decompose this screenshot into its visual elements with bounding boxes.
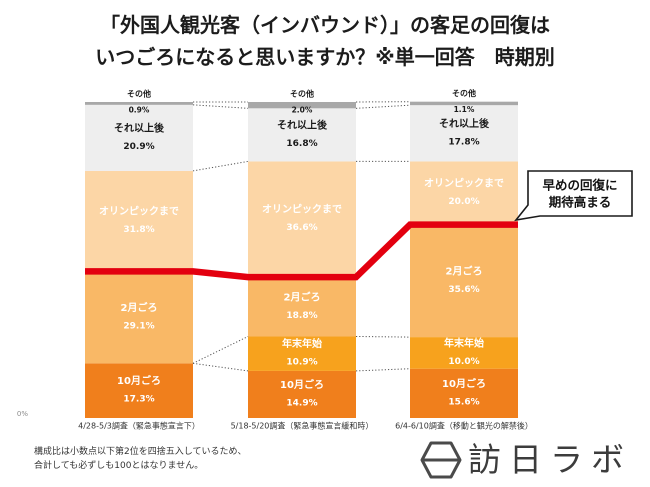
connector-line <box>192 336 249 364</box>
hexagon-logo-icon <box>420 441 462 479</box>
data-labels-group: 10月ごろ 17.3% 2月ごろ 29.1% オリンピックまで 31.8% それ以上後 20.… <box>99 88 504 408</box>
bar-segment <box>248 370 356 418</box>
segment-name-label: 年末年始 <box>444 336 484 349</box>
x-tick-label: 6/4-6/10調査（移動と観光の解禁後） <box>395 421 533 431</box>
segment-value-label: 18.8% <box>286 311 317 321</box>
connector-line <box>355 104 411 109</box>
segment-name-label: その他 <box>290 89 314 99</box>
segment-value-label: 36.6% <box>286 223 317 233</box>
segment-value-label: 20.9% <box>123 142 154 152</box>
bars-group <box>85 101 518 418</box>
segment-value-label: 1.1% <box>454 105 475 114</box>
callout-line-2: 期待高まる <box>549 195 612 210</box>
bar-segment <box>410 105 518 162</box>
recovery-trend-line <box>85 221 518 281</box>
bar-segment <box>410 101 518 106</box>
segment-value-label: 29.1% <box>123 321 154 331</box>
bar-segment <box>410 224 518 338</box>
x-tick-label: 5/18-5/20調査（緊急事態宣言緩和時） <box>231 421 374 431</box>
segment-name-label: 10月ごろ <box>442 377 486 390</box>
footnote: 構成比は小数点以下第2位を四捨五入しているため、 合計しても必ずしも100とはな… <box>34 445 246 473</box>
annotation-callout: 早めの回復に 期待高まる <box>514 170 633 222</box>
chart-title: 「外国人観光客（インバウンド）」の客足の回復は いつごろになると思いますか？※単… <box>0 9 650 73</box>
segment-value-label: 15.6% <box>448 397 479 407</box>
title-line-1: 「外国人観光客（インバウンド）」の客足の回復は <box>100 13 550 37</box>
bar-segment <box>248 277 356 337</box>
segment-value-label: 31.8% <box>123 225 154 235</box>
segment-name-label: 年末年始 <box>282 337 322 350</box>
segment-value-label: 0.9% <box>129 106 150 115</box>
segment-name-label: 2月ごろ <box>446 264 483 277</box>
segment-value-label: 2.0% <box>292 106 313 115</box>
segment-name-label: それ以上後 <box>439 117 490 130</box>
trend-line-group <box>85 221 518 281</box>
connector-line <box>192 160 249 172</box>
bar-segment <box>85 102 193 105</box>
x-tick-label: 4/28-5/3調査（緊急事態宣言下） <box>78 421 200 431</box>
footnote-line-1: 構成比は小数点以下第2位を四捨五入しているため、 <box>34 447 247 457</box>
segment-name-label: その他 <box>452 88 476 98</box>
segment-value-label: 16.8% <box>286 139 317 149</box>
y-tick-label: 0% <box>17 410 28 418</box>
bar-segment <box>248 102 356 109</box>
segment-name-label: 2月ごろ <box>121 301 158 314</box>
axis-labels-group: 4/28-5/3調査（緊急事態宣言下） 5/18-5/20調査（緊急事態宣言緩和時… <box>17 410 533 431</box>
bar-segment <box>410 368 518 418</box>
bar-segment <box>85 104 193 171</box>
bar-segment <box>85 170 193 272</box>
segment-value-label: 14.9% <box>286 398 317 408</box>
connector-line <box>355 335 411 338</box>
segment-value-label: 35.6% <box>448 285 479 295</box>
connector-line <box>192 362 249 372</box>
footnote-line-2: 合計しても必ずしも100とはなりません。 <box>34 461 204 471</box>
segment-name-label: 10月ごろ <box>117 374 161 387</box>
segment-value-label: 10.0% <box>448 357 479 367</box>
segment-name-label: 2月ごろ <box>284 290 321 303</box>
connector-lines-group <box>192 101 411 372</box>
segment-name-label: それ以上後 <box>114 121 165 134</box>
connector-line <box>192 104 249 109</box>
brand-logo: 訪日ラボ <box>420 438 636 482</box>
bar-segment <box>248 161 356 278</box>
segment-name-label: オリンピックまで <box>262 204 342 216</box>
callout-line-1: 早めの回復に <box>542 178 617 193</box>
segment-name-label: 10月ごろ <box>280 378 324 391</box>
bar-segment <box>248 336 356 371</box>
bar-segment <box>248 108 356 162</box>
segment-value-label: 17.3% <box>123 395 154 405</box>
segment-value-label: 17.8% <box>448 137 479 147</box>
logo-text: 訪日ラボ <box>468 440 632 479</box>
bar-segment <box>85 363 193 418</box>
callout-box <box>514 170 633 222</box>
bar-segment <box>410 161 518 225</box>
connector-line <box>355 368 411 372</box>
bar-segment <box>85 271 193 364</box>
segment-name-label: オリンピックまで <box>99 206 179 218</box>
title-line-2: いつごろになると思いますか？※単一回答 時期別 <box>95 45 555 69</box>
segment-name-label: それ以上後 <box>277 118 328 131</box>
segment-value-label: 20.0% <box>448 197 479 207</box>
segment-value-label: 10.9% <box>286 358 317 368</box>
segment-name-label: オリンピックまで <box>424 178 504 190</box>
bar-segment <box>410 337 518 369</box>
segment-name-label: その他 <box>127 89 151 99</box>
